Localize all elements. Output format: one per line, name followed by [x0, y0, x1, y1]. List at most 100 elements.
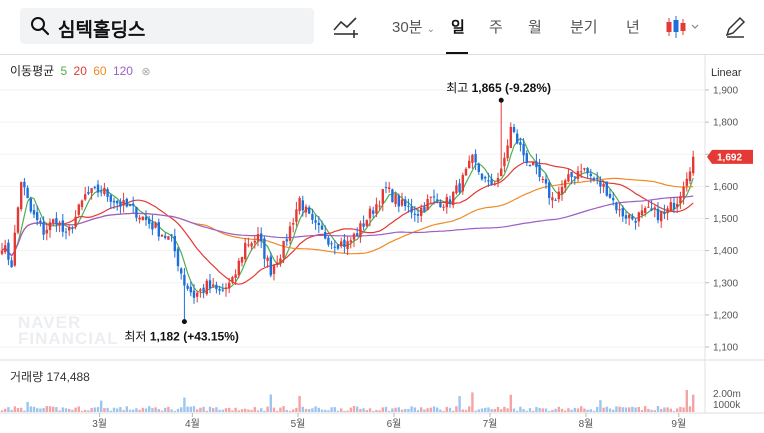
volume-bar — [516, 410, 519, 412]
tab-week[interactable]: 주 — [489, 19, 503, 36]
candle-body — [295, 209, 298, 222]
candle-body — [612, 198, 615, 201]
volume-bar — [506, 408, 509, 412]
volume-bar — [112, 407, 116, 412]
candle-body — [192, 290, 196, 298]
candle-body — [202, 287, 205, 292]
candle-body — [164, 235, 167, 238]
candle-body — [500, 168, 503, 177]
volume-bar — [135, 408, 138, 412]
chart-add-icon[interactable] — [332, 14, 360, 40]
volume-bar — [173, 410, 176, 412]
ma-120-label[interactable]: 120 — [112, 64, 133, 78]
volume-bar — [119, 407, 122, 412]
candle-body — [349, 240, 352, 243]
volume-bar — [634, 407, 637, 412]
interval-select[interactable]: 30분 ⌄ — [392, 19, 436, 36]
ma-5-label[interactable]: 5 — [60, 64, 68, 78]
volume-axis-label: 2.00m — [713, 389, 741, 400]
volume-bar — [0, 410, 4, 412]
candle-body — [16, 207, 20, 233]
volume-bar — [544, 408, 548, 412]
volume-bar — [282, 406, 285, 412]
candle-body — [346, 241, 349, 249]
volume-bar — [106, 407, 109, 412]
close-icon[interactable]: ⊗ — [141, 66, 151, 78]
volume-bar — [602, 407, 605, 412]
volume-bar — [468, 406, 471, 412]
volume-bar — [157, 409, 160, 412]
volume-bar — [608, 408, 612, 412]
volume-label: 거래량 — [10, 370, 44, 384]
volume-bar — [362, 408, 365, 412]
candle-body — [170, 234, 173, 236]
volume-bar — [474, 410, 477, 412]
stock-search-box[interactable]: 심텍홀딩스 — [20, 8, 314, 44]
candle-body — [103, 187, 106, 195]
volume-bar — [445, 406, 448, 412]
volume-bar — [500, 409, 503, 412]
volume-bar — [404, 408, 407, 412]
volume-bar — [429, 407, 432, 412]
tab-quarter[interactable]: 분기 — [570, 19, 598, 36]
candle-body — [560, 186, 564, 194]
volume-bar — [359, 408, 362, 412]
volume-bar — [439, 409, 442, 412]
candle-body — [23, 181, 26, 188]
candle-body — [215, 284, 218, 290]
candle-body — [439, 202, 442, 208]
x-tick-label: 9월 — [671, 418, 686, 430]
volume-bar — [612, 409, 615, 412]
candle-body — [468, 160, 471, 169]
volume-bar — [532, 410, 535, 412]
tab-month[interactable]: 월 — [528, 19, 542, 36]
x-tick-label: 3월 — [92, 418, 107, 430]
candle-body — [29, 198, 32, 212]
volume-bar — [512, 408, 516, 412]
volume-bar — [183, 397, 186, 412]
candle-body — [199, 289, 202, 291]
candle-body — [644, 208, 647, 213]
volume-bar — [103, 408, 106, 412]
candle-body — [109, 195, 112, 202]
volume-title: 거래량 174,488 — [10, 368, 90, 385]
candle-body — [602, 183, 605, 187]
volume-bar — [624, 407, 628, 412]
volume-bar — [381, 407, 384, 412]
candle-body — [688, 171, 692, 181]
volume-bar — [464, 409, 468, 412]
pencil-icon[interactable] — [722, 14, 750, 40]
candle-body — [336, 244, 340, 249]
y-tick-label: 1,100 — [713, 343, 738, 354]
volume-bar — [477, 409, 480, 412]
volume-bar — [90, 408, 93, 412]
high-value: 1,865 (-9.28%) — [472, 81, 551, 95]
tab-day[interactable]: 일 — [451, 19, 465, 36]
candle-body — [464, 168, 468, 176]
ma-20-label[interactable]: 20 — [73, 64, 87, 78]
candle-body — [516, 133, 519, 144]
candle-body — [151, 222, 154, 230]
volume-bar — [164, 407, 167, 412]
volume-bar — [372, 410, 375, 412]
scale-mode-select[interactable]: Linear — [711, 67, 742, 79]
candle-body — [637, 212, 640, 222]
volume-bar — [535, 406, 538, 412]
candle-body — [471, 154, 474, 163]
candle-body — [122, 200, 125, 206]
volume-bar — [509, 394, 512, 412]
ma-60-label[interactable]: 60 — [93, 64, 107, 78]
candle-body — [100, 191, 103, 193]
tab-year[interactable]: 년 — [626, 19, 640, 36]
candle-body — [535, 161, 538, 168]
high-annotation: 최고 1,865 (-9.28%) — [446, 81, 551, 95]
candle-body — [276, 263, 279, 266]
candle-body — [576, 170, 580, 179]
x-tick-label: 7월 — [483, 418, 498, 430]
volume-bar — [256, 410, 260, 412]
candlestick-icon[interactable] — [664, 14, 702, 40]
candle-body — [125, 198, 128, 207]
candle-body — [477, 163, 480, 172]
volume-bar — [202, 406, 205, 412]
